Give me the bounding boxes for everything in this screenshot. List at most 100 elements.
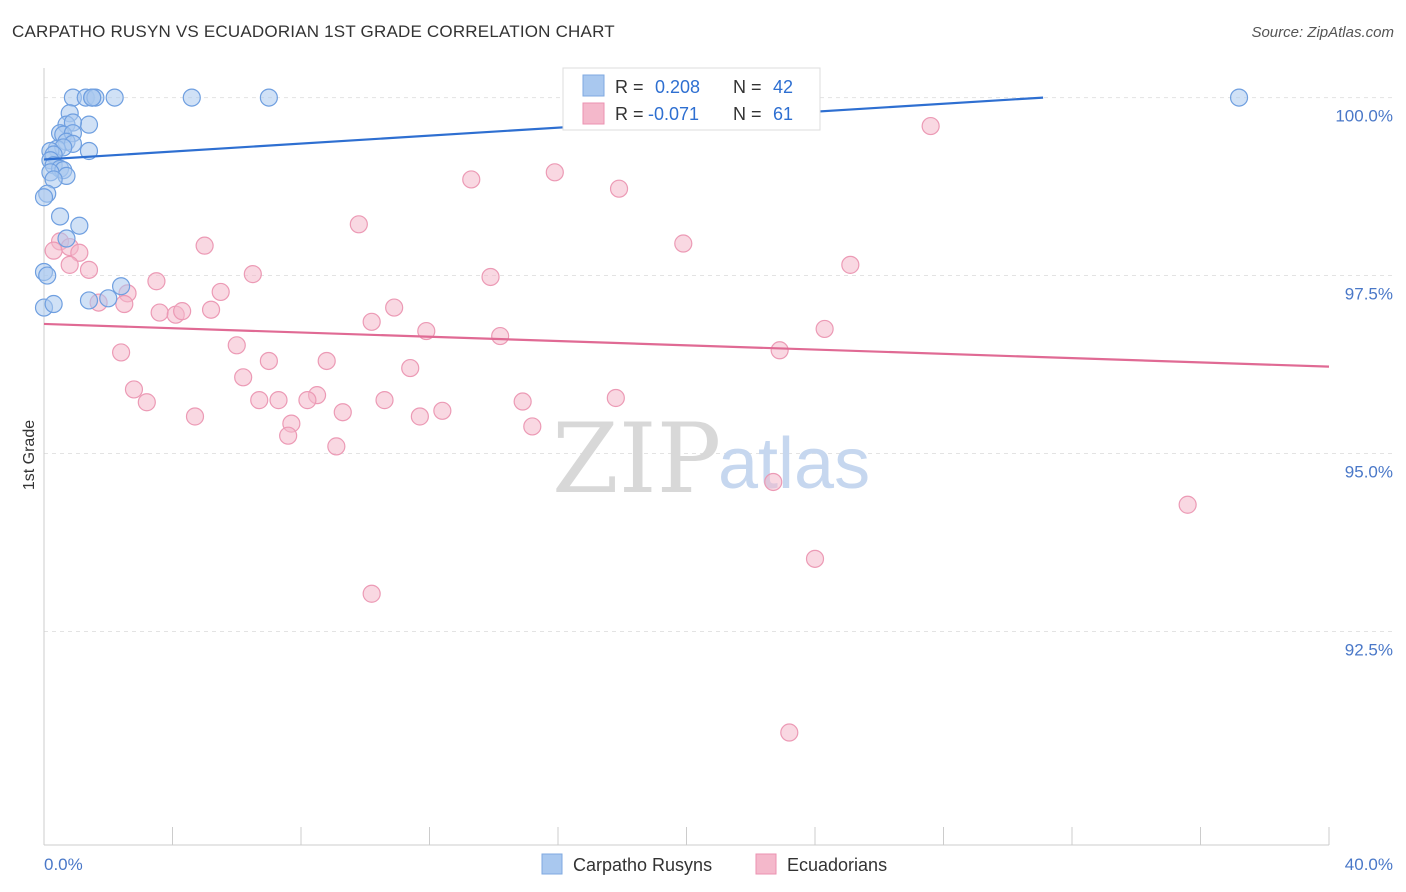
y-tick-labels: 100.0% 97.5% 95.0% 92.5%: [1335, 107, 1393, 660]
y-tick-label-2: 95.0%: [1345, 463, 1393, 482]
pink-point-44: [269, 391, 288, 410]
legend-blue-label: Carpatho Rusyns: [573, 855, 712, 875]
stats-pink-n-value: 61: [773, 104, 793, 124]
pink-point-15: [674, 234, 693, 253]
pink-point-11: [70, 243, 89, 262]
pink-point-26: [173, 302, 192, 321]
blue-point-21: [79, 141, 99, 161]
stats-box-frame: [562, 67, 821, 131]
stats-blue-n-value: 42: [773, 77, 793, 97]
carpatho-rusyns-points: [34, 88, 1249, 317]
legend-blue-swatch: [541, 853, 563, 875]
x-tick-label-min: 0.0%: [44, 855, 83, 874]
pink-point-33: [227, 336, 246, 355]
blue-point-4: [83, 88, 102, 107]
pink-point-57: [764, 472, 783, 492]
pink-point-24: [150, 303, 169, 322]
pink-point-14: [195, 236, 214, 255]
blue-point-32: [70, 216, 89, 235]
pink-point-31: [491, 326, 510, 346]
blue-point-36: [111, 277, 131, 296]
grid-lines: [44, 97, 1393, 632]
pink-point-7: [349, 215, 368, 234]
pink-point-34: [111, 343, 131, 362]
blue-point-33: [57, 229, 76, 248]
blue-point-5: [105, 88, 124, 107]
pink-point-60: [362, 584, 381, 603]
pink-point-29: [362, 312, 381, 331]
pink-point-9: [44, 241, 63, 260]
stats-blue-r-value: 0.208: [655, 77, 700, 97]
pink-point-59: [805, 549, 825, 568]
stats-box: R = 0.208 N = 42 R = -0.071 N = 61: [562, 67, 821, 131]
pink-point-18: [841, 255, 860, 274]
y-tick-label-3: 92.5%: [1345, 640, 1393, 659]
pink-point-3: [921, 116, 940, 136]
stats-pink-n-label: N =: [733, 104, 762, 124]
pink-point-51: [185, 407, 205, 426]
watermark-atlas: atlas: [718, 424, 870, 504]
pink-point-42: [137, 393, 156, 412]
blue-point-7: [259, 88, 278, 107]
pink-point-4: [545, 163, 564, 182]
stats-blue-n-label: N =: [733, 77, 762, 97]
pink-point-27: [201, 300, 221, 319]
pink-point-17: [481, 267, 500, 287]
pink-point-50: [433, 401, 452, 420]
pink-point-5: [462, 170, 481, 189]
pink-point-39: [234, 368, 253, 387]
y-axis-label: 1st Grade: [21, 420, 38, 490]
legend-pink-swatch: [755, 853, 777, 875]
blue-point-35: [38, 266, 57, 285]
pink-point-48: [606, 388, 625, 408]
pink-point-20: [211, 282, 230, 302]
pink-point-6: [609, 179, 629, 198]
stats-pink-swatch: [582, 102, 605, 125]
blue-point-40: [44, 294, 63, 314]
stats-blue-swatch: [582, 74, 605, 97]
pink-point-12: [60, 255, 79, 274]
pink-point-19: [147, 272, 166, 291]
pink-point-35: [770, 341, 789, 360]
pink-point-54: [523, 417, 542, 436]
pink-point-32: [815, 319, 834, 339]
pink-point-47: [513, 392, 532, 411]
pink-point-58: [1178, 495, 1197, 514]
pink-point-56: [327, 437, 346, 456]
x-tick-label-max: 40.0%: [1345, 855, 1393, 874]
y-tick-label-1: 97.5%: [1345, 285, 1393, 304]
y-tick-label-0: 100.0%: [1335, 107, 1393, 126]
pink-point-36: [259, 351, 278, 371]
pink-point-52: [410, 407, 429, 426]
chart-title: CARPATHO RUSYN VS ECUADORIAN 1ST GRADE C…: [12, 22, 615, 41]
blue-trend-line: [43, 96, 1044, 161]
pink-point-49: [333, 403, 352, 422]
pink-point-28: [385, 298, 404, 317]
pink-point-61: [780, 723, 799, 742]
blue-point-38: [79, 291, 99, 310]
blue-point-11: [79, 115, 99, 134]
blue-point-37: [99, 289, 118, 308]
blue-point-31: [50, 207, 70, 226]
pink-point-45: [298, 391, 317, 410]
pink-point-43: [250, 391, 269, 410]
legend-pink-label: Ecuadorians: [787, 855, 887, 875]
watermark: ZIP atlas: [552, 403, 870, 515]
pink-point-55: [279, 426, 298, 445]
stats-blue-r-label: R =: [615, 77, 644, 97]
pink-point-37: [317, 351, 336, 371]
pink-point-46: [375, 391, 394, 410]
stats-pink-r-label: R =: [615, 104, 644, 124]
trend-lines: [43, 96, 1330, 368]
pink-trend-line: [43, 322, 1330, 368]
pink-point-30: [417, 321, 436, 341]
blue-point-8: [1229, 88, 1249, 107]
blue-point-41: [34, 188, 54, 207]
pink-point-23: [115, 294, 134, 314]
watermark-zip: ZIP: [552, 403, 721, 515]
legend: Carpatho Rusyns Ecuadorians: [541, 853, 887, 875]
stats-pink-r-value: -0.071: [648, 104, 699, 124]
source-credit: Source: ZipAtlas.com: [1251, 24, 1394, 41]
pink-point-13: [79, 260, 99, 279]
